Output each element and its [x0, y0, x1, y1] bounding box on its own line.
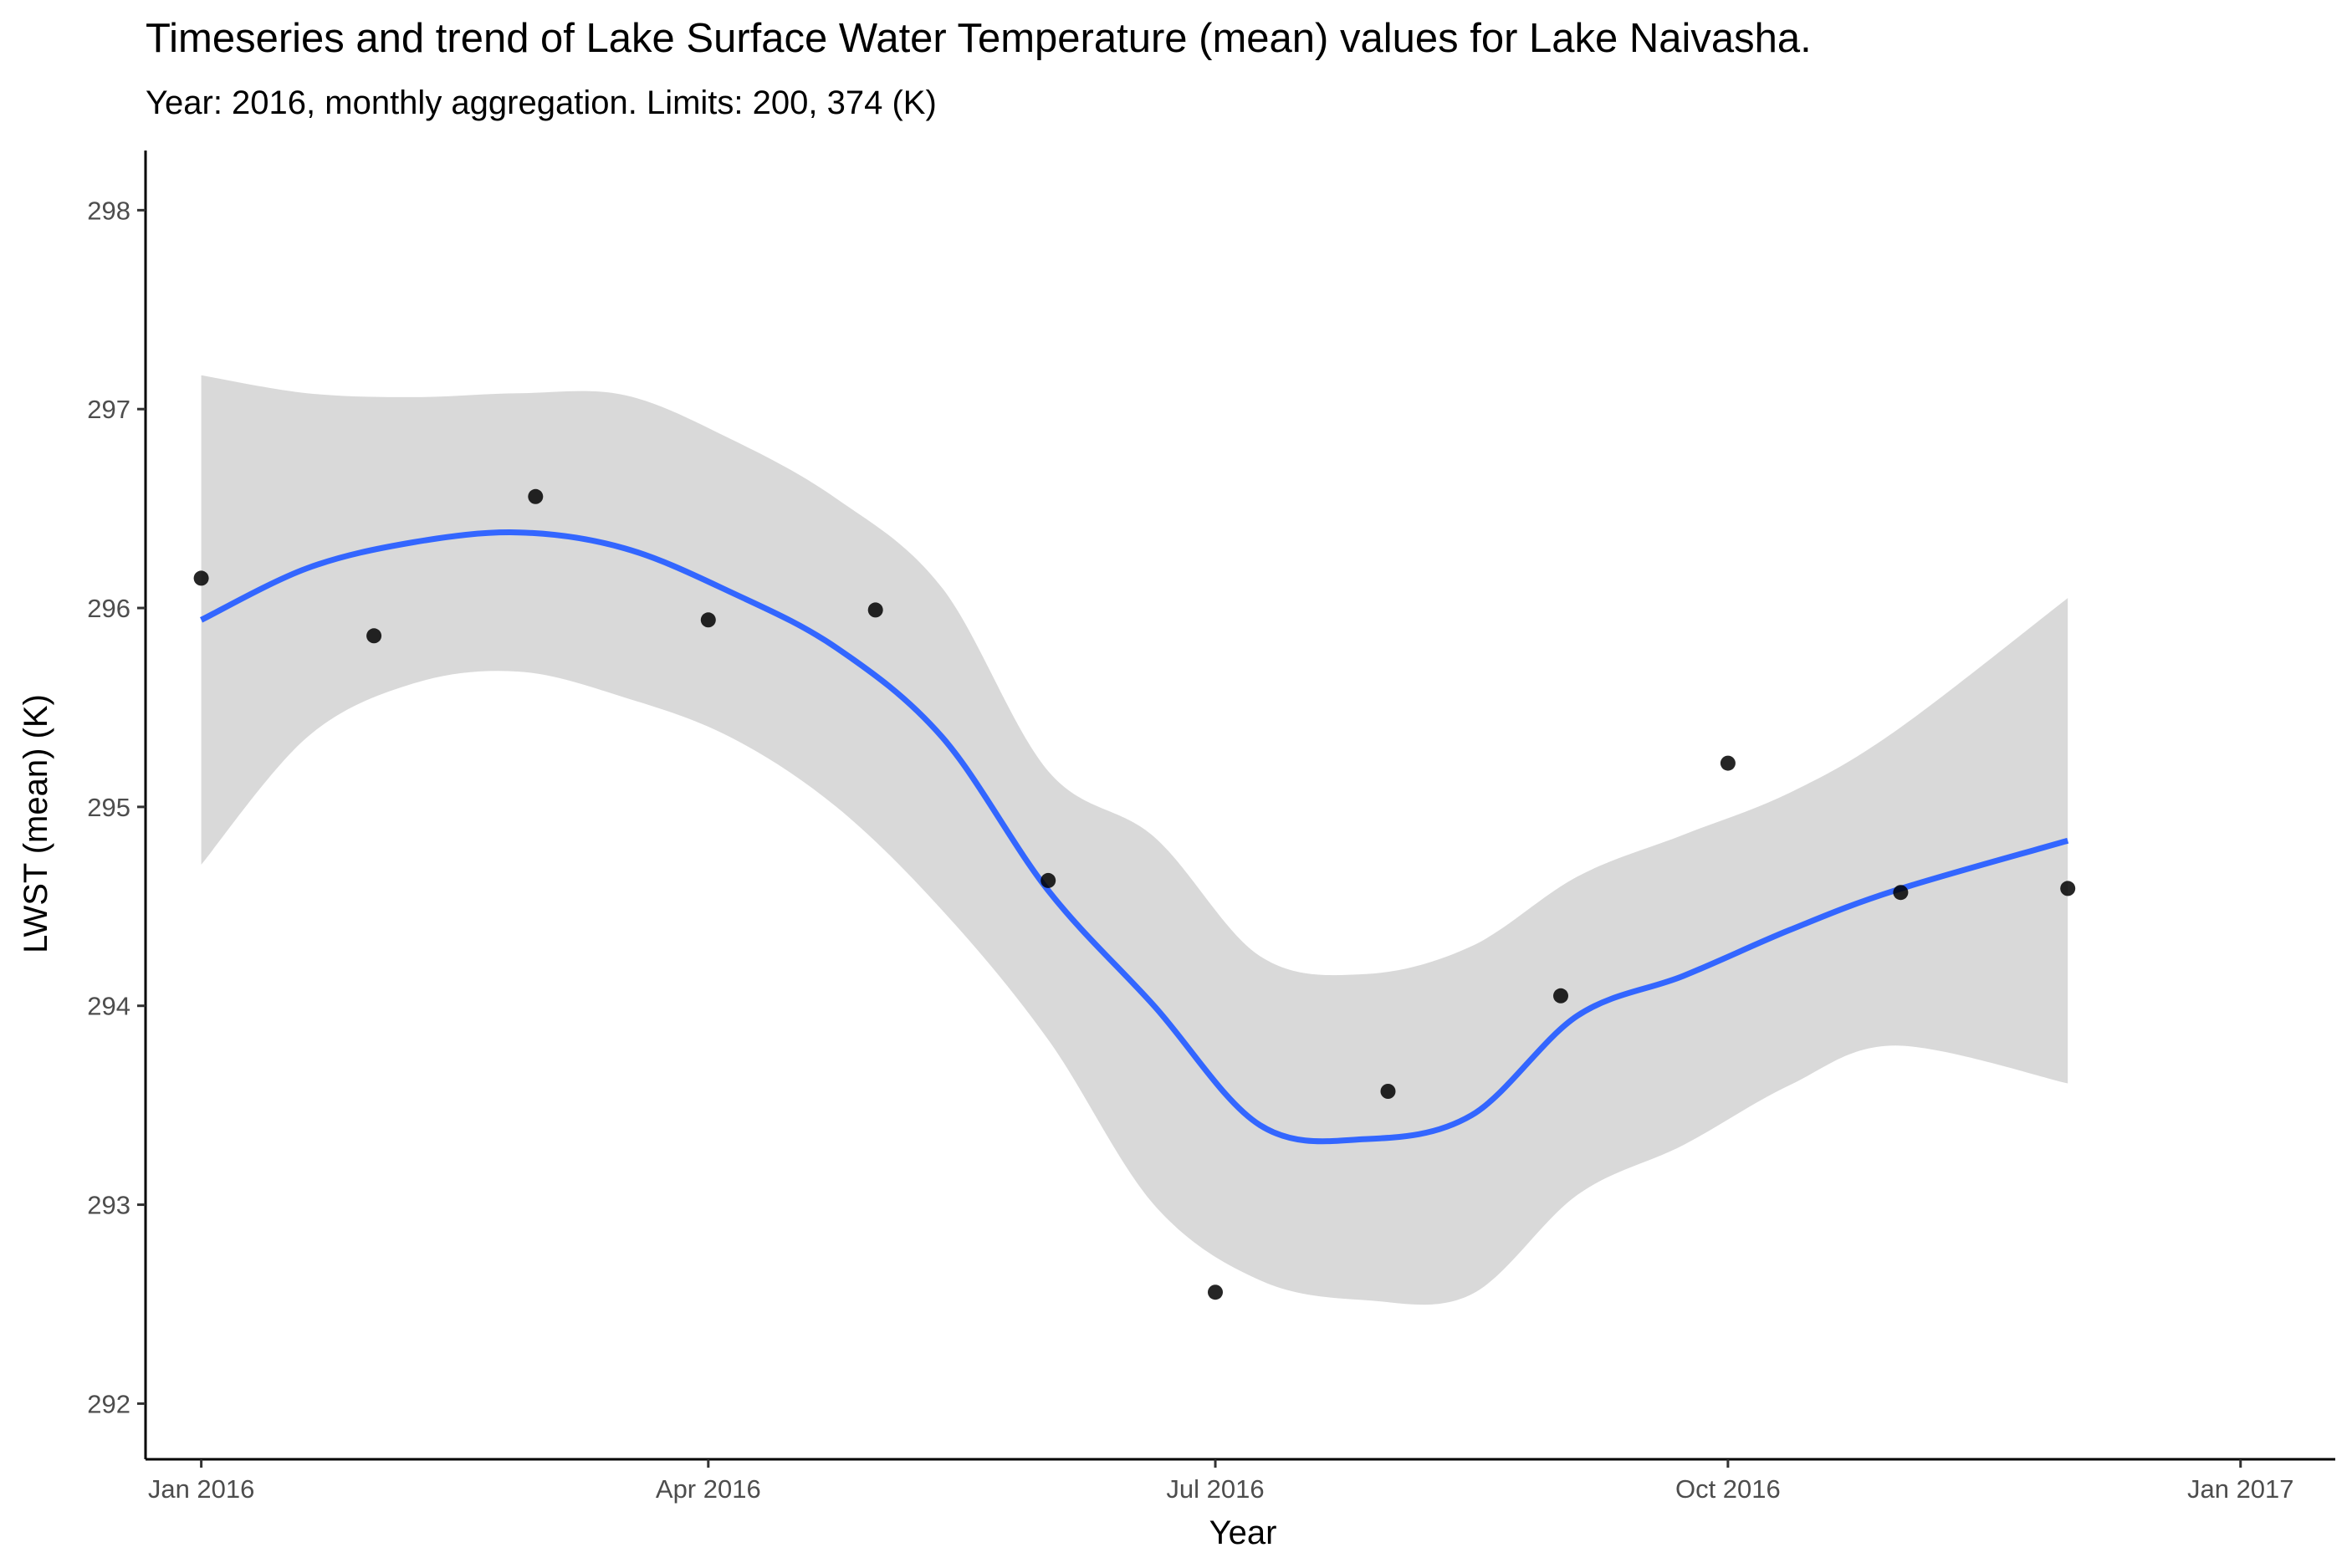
y-tick-label-293: 293	[87, 1191, 130, 1220]
data-point-9	[1553, 988, 1568, 1004]
data-point-7	[1208, 1285, 1223, 1300]
y-tick-label-295: 295	[87, 793, 130, 822]
x-tick-label-5: Jan 2017	[2187, 1474, 2294, 1504]
y-tick-label-292: 292	[87, 1389, 130, 1418]
data-point-12	[2060, 881, 2076, 896]
y-tick-label-297: 297	[87, 395, 130, 424]
data-point-1	[193, 570, 209, 586]
data-point-4	[700, 612, 716, 628]
y-tick-label-294: 294	[87, 992, 130, 1021]
x-tick-label-3: Jul 2016	[1166, 1474, 1264, 1504]
data-point-11	[1893, 885, 1909, 901]
x-axis-title: Year	[1209, 1514, 1277, 1551]
x-tick-label-4: Oct 2016	[1675, 1474, 1781, 1504]
y-tick-label-298: 298	[87, 196, 130, 225]
confidence-ribbon	[201, 375, 2068, 1305]
data-point-3	[528, 488, 544, 504]
y-axis-title: LWST (mean) (K)	[18, 694, 54, 953]
y-tick-label-296: 296	[87, 594, 130, 623]
data-point-2	[366, 628, 382, 644]
plot-area: 292 293 294 295 296 297 298 Jan 2016 Apr 2016 Jul…	[87, 151, 2335, 1504]
chart-title: Timeseries and trend of Lake Surface Wat…	[146, 16, 1812, 61]
x-tick-label-1: Jan 2016	[148, 1474, 255, 1504]
x-tick-label-2: Apr 2016	[656, 1474, 761, 1504]
data-point-10	[1720, 755, 1736, 771]
data-point-6	[1041, 872, 1056, 888]
data-point-5	[867, 602, 883, 618]
trend-line	[200, 529, 2069, 1145]
chart-subtitle: Year: 2016, monthly aggregation. Limits:…	[146, 84, 937, 121]
data-point-8	[1380, 1084, 1396, 1099]
